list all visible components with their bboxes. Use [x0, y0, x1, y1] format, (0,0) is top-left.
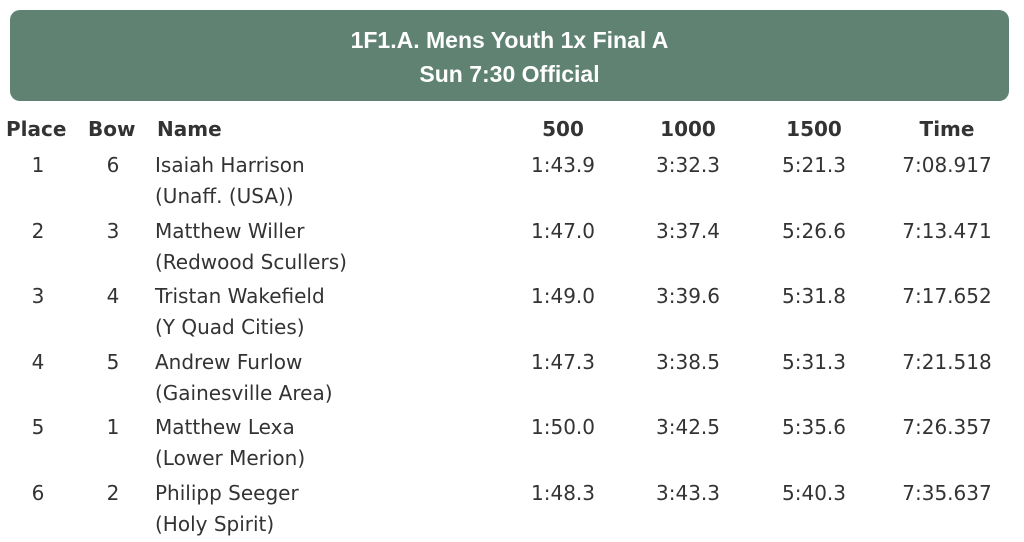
bow-cell: 1 — [106, 415, 120, 439]
final-time-cell: 7:26.357 — [902, 415, 992, 439]
split-500-cell: 1:50.0 — [531, 415, 595, 439]
column-header-bow: Bow — [88, 117, 136, 141]
bow-cell: 6 — [106, 153, 120, 177]
final-time-cell: 7:17.652 — [902, 284, 992, 308]
split-1000-cell: 3:37.4 — [656, 218, 720, 243]
athlete-name: Philipp Seeger — [155, 480, 299, 505]
athlete-name: Matthew Lexa — [155, 415, 295, 439]
split-1500-cell: 5:35.6 — [782, 415, 846, 439]
column-header-time: Time — [919, 117, 975, 141]
column-header-500: 500 — [542, 117, 584, 141]
bow-cell: 4 — [106, 284, 120, 308]
athlete-name: Matthew Willer — [155, 218, 305, 243]
column-header-place: Place — [6, 117, 67, 141]
bow-cell: 2 — [106, 480, 120, 505]
column-header-1500: 1500 — [786, 117, 842, 141]
club-name: (Gainesville Area) — [155, 380, 333, 405]
table-row: 6 2 Philipp Seeger 1:48.3 3:43.3 5:40.3 7:35.6… — [0, 478, 1024, 542]
athlete-name: Tristan Wakefield — [155, 284, 325, 308]
final-time-cell: 7:13.471 — [902, 218, 992, 243]
final-time-cell: 7:21.518 — [902, 349, 992, 374]
split-500-cell: 1:43.9 — [531, 153, 595, 177]
column-header-name: Name — [157, 117, 222, 141]
split-500-cell: 1:49.0 — [531, 284, 595, 308]
split-1000-cell: 3:32.3 — [656, 153, 720, 177]
event-title: 1F1.A. Mens Youth 1x Final A — [350, 27, 669, 53]
split-500-cell: 1:47.3 — [531, 349, 595, 374]
club-name: (Redwood Scullers) — [155, 249, 347, 274]
split-500-cell: 1:47.0 — [531, 218, 595, 243]
split-1000-cell: 3:39.6 — [656, 284, 720, 308]
club-name: (Lower Merion) — [155, 446, 306, 470]
final-time-cell: 7:35.637 — [902, 480, 992, 505]
place-cell: 3 — [31, 284, 45, 308]
event-banner: 1F1.A. Mens Youth 1x Final A Sun 7:30 Of… — [10, 10, 1009, 101]
split-1500-cell: 5:31.3 — [782, 349, 846, 374]
place-cell: 2 — [31, 218, 45, 243]
split-1500-cell: 5:40.3 — [782, 480, 846, 505]
athlete-name: Andrew Furlow — [155, 349, 303, 374]
place-cell: 6 — [31, 480, 45, 505]
split-1500-cell: 5:21.3 — [782, 153, 846, 177]
table-row: 2 3 Matthew Willer 1:47.0 3:37.4 5:26.6 7:13.4… — [0, 216, 1024, 280]
table-row: 4 5 Andrew Furlow 1:47.3 3:38.5 5:31.3 7:21.51… — [0, 347, 1024, 411]
bow-cell: 5 — [106, 349, 120, 374]
club-name: (Y Quad Cities) — [155, 315, 305, 339]
split-1000-cell: 3:42.5 — [656, 415, 720, 439]
place-cell: 1 — [31, 153, 45, 177]
table-row: 5 1 Matthew Lexa 1:50.0 3:42.5 5:35.6 7:26.357… — [0, 412, 1024, 476]
split-1000-cell: 3:43.3 — [656, 480, 720, 505]
table-row: 1 6 Isaiah Harrison 1:43.9 3:32.3 5:21.3 7:08.… — [0, 150, 1024, 214]
split-1500-cell: 5:31.8 — [782, 284, 846, 308]
club-name: (Holy Spirit) — [155, 511, 275, 536]
athlete-name: Isaiah Harrison — [155, 153, 305, 177]
bow-cell: 3 — [106, 218, 120, 243]
place-cell: 4 — [31, 349, 45, 374]
club-name: (Unaff. (USA)) — [155, 184, 294, 208]
place-cell: 5 — [31, 415, 45, 439]
final-time-cell: 7:08.917 — [902, 153, 992, 177]
table-row: 3 4 Tristan Wakefield 1:49.0 3:39.6 5:31.8 7:1… — [0, 281, 1024, 345]
column-header-1000: 1000 — [660, 117, 716, 141]
split-500-cell: 1:48.3 — [531, 480, 595, 505]
split-1500-cell: 5:26.6 — [782, 218, 846, 243]
split-1000-cell: 3:38.5 — [656, 349, 720, 374]
event-subtitle: Sun 7:30 Official — [419, 61, 600, 87]
